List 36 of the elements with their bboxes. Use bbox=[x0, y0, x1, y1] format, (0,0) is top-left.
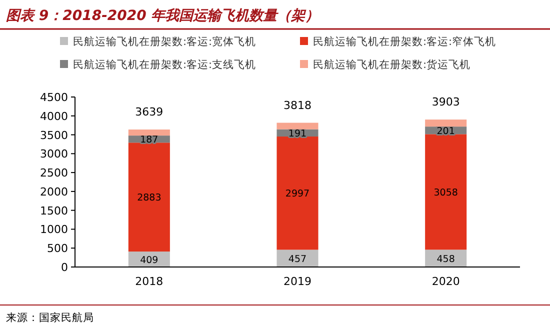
bar bbox=[425, 120, 467, 127]
bar bbox=[128, 130, 170, 136]
y-tick-label: 1500 bbox=[40, 204, 68, 218]
legend-label: 民航运输飞机在册架数:客运:宽体飞机 bbox=[73, 35, 256, 48]
x-tick-label: 2020 bbox=[432, 275, 460, 288]
y-tick-label: 0 bbox=[61, 261, 68, 274]
source-note: 来源：国家民航局 bbox=[6, 311, 94, 324]
data-label: 457 bbox=[288, 254, 307, 265]
data-label: 2883 bbox=[137, 192, 162, 204]
y-tick-label: 2000 bbox=[40, 185, 68, 198]
y-tick-label: 3500 bbox=[40, 128, 68, 142]
total-label: 3639 bbox=[135, 106, 164, 119]
total-label: 3903 bbox=[432, 96, 460, 109]
data-label: 409 bbox=[140, 254, 158, 266]
bar bbox=[276, 122, 318, 130]
data-label: 3058 bbox=[434, 187, 458, 198]
y-tick-label: 3000 bbox=[40, 148, 68, 161]
legend-label: 民航运输飞机在册架数:客运:窄体飞机 bbox=[313, 35, 496, 48]
bar bbox=[128, 142, 170, 252]
data-label: 458 bbox=[436, 254, 455, 265]
y-tick-label: 4500 bbox=[40, 91, 68, 104]
legend-label: 民航运输飞机在册架数:货运飞机 bbox=[313, 58, 471, 71]
y-tick-label: 4000 bbox=[40, 110, 68, 123]
legend-label: 民航运输飞机在册架数:客运:支线飞机 bbox=[73, 58, 256, 71]
bar bbox=[276, 136, 318, 250]
y-tick-label: 500 bbox=[47, 242, 68, 256]
y-tick-label: 1000 bbox=[40, 223, 68, 236]
data-label: 201 bbox=[436, 126, 455, 137]
chart-title: 图表 9：2018-2020 年我国运输飞机数量（架） bbox=[6, 8, 320, 24]
x-tick-label: 2019 bbox=[284, 275, 312, 288]
y-tick-label: 2500 bbox=[40, 166, 68, 180]
x-tick-label: 2018 bbox=[135, 275, 164, 288]
data-label: 2997 bbox=[285, 188, 310, 200]
total-label: 3818 bbox=[284, 98, 312, 112]
bar bbox=[425, 134, 467, 250]
data-label: 191 bbox=[288, 128, 307, 140]
